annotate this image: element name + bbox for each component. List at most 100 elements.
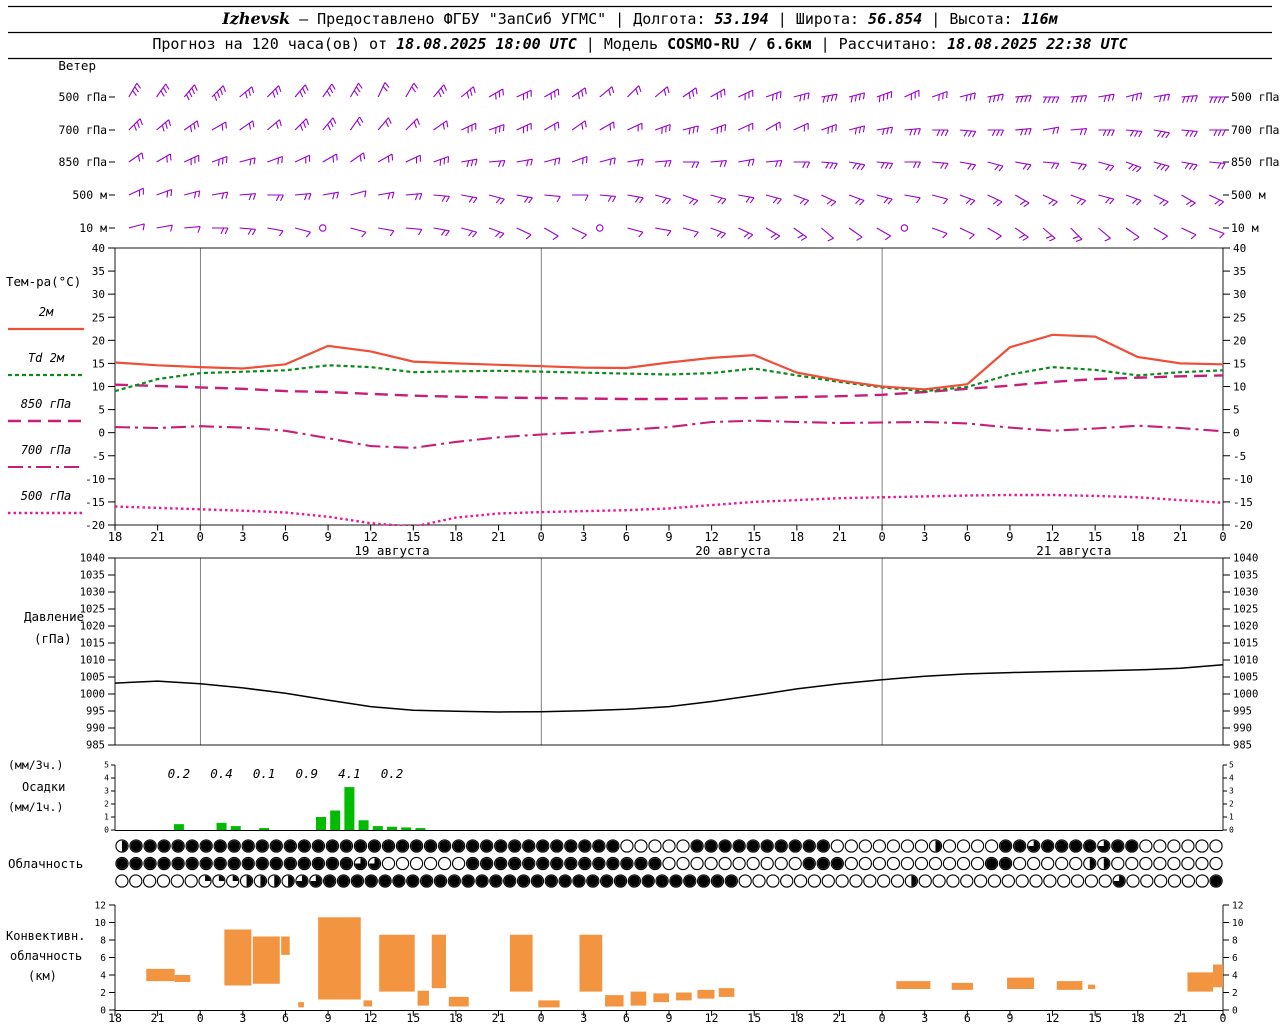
wind-barb-feather <box>806 161 811 169</box>
cloud-cover-icon <box>1057 874 1071 888</box>
wind-barb-feather <box>219 88 224 95</box>
cloud-cover-fill <box>338 875 349 887</box>
wind-barb-feather <box>1024 95 1028 103</box>
legend-label: 2м <box>39 305 54 319</box>
cloud-cover-fill <box>691 840 703 852</box>
precip-bar <box>358 820 369 830</box>
hour-label: 6 <box>964 1011 971 1024</box>
wind-barb-feather <box>942 92 944 100</box>
wind-barb-feather <box>389 230 395 237</box>
wind-barb-feather <box>132 90 137 97</box>
wind-barb-icon <box>1070 95 1087 98</box>
wind-barb-feather <box>336 192 340 199</box>
wind-barb-feather <box>1217 96 1222 104</box>
cloud-cover-fill <box>296 875 308 887</box>
wind-barb-feather <box>779 91 782 99</box>
cloud-cover-icon <box>766 874 780 888</box>
wind-barb-feather <box>743 232 750 238</box>
header-segment: COSMO-RU / 6.6км <box>667 35 812 53</box>
cloud-cover-fill <box>481 840 493 852</box>
wind-barb-feather <box>302 87 306 95</box>
cloud-cover-icon <box>1069 856 1083 871</box>
cloud-cover-fill <box>467 858 479 869</box>
wind-barb-feather <box>305 118 310 125</box>
cloud-cover-icon <box>1167 856 1181 871</box>
cloud-cover-icon <box>872 839 887 853</box>
wind-barb-icon <box>156 83 167 98</box>
cloud-cover-fill <box>312 858 324 869</box>
wind-barb-feather <box>720 91 722 98</box>
cloud-cover-fill <box>649 858 661 869</box>
cloud-cover-fill <box>1000 858 1012 869</box>
wind-barb-feather <box>445 196 450 203</box>
tick-label: -15 <box>1233 496 1253 509</box>
wind-barb-feather <box>196 120 200 128</box>
wind-barb-icon <box>1098 93 1115 98</box>
wind-barb-feather <box>944 129 949 137</box>
cloud-cover-fill <box>495 858 507 869</box>
wind-barb-feather <box>498 125 501 133</box>
hour-label: 6 <box>623 530 630 544</box>
cloud-cover-fill <box>144 858 156 869</box>
cloud-cover-fill <box>298 840 310 852</box>
hour-label: 21 <box>833 1011 847 1024</box>
header-segment: Izhevsk <box>222 9 291 28</box>
convective-bar <box>697 989 715 999</box>
wind-barb-feather <box>992 199 999 205</box>
tick-label: 8 <box>1232 936 1238 947</box>
cloud-cover-icon <box>1195 856 1209 871</box>
cloud-cover-icon <box>872 856 887 871</box>
wind-barb-feather <box>304 84 309 91</box>
wind-barb-feather <box>275 88 279 95</box>
wind-barb-icon <box>211 121 227 131</box>
wind-barb-feather <box>584 194 589 202</box>
wind-barb-feather <box>1102 129 1107 137</box>
cloud-cover-fill <box>1098 840 1110 852</box>
wind-barb-feather <box>194 84 198 91</box>
wind-barb-icon <box>516 227 532 236</box>
wind-barb-feather <box>799 94 802 102</box>
hour-label: 12 <box>364 1011 378 1024</box>
wind-barb-feather <box>472 231 478 238</box>
wind-barb-icon <box>433 227 450 232</box>
wind-barb-icon <box>932 161 949 164</box>
wind-barb-feather <box>185 94 190 101</box>
convective-bar <box>252 936 280 984</box>
hour-label: 15 <box>747 530 761 544</box>
cloud-cover-fill <box>1014 840 1026 852</box>
tick-label: 1010 <box>1233 655 1258 667</box>
wind-barb-icon <box>377 153 393 163</box>
wind-barb-feather <box>332 156 335 163</box>
wind-barb-feather <box>969 200 976 206</box>
cloud-cover-fill <box>200 858 212 869</box>
convective-bar <box>1056 981 1083 990</box>
wind-barb-feather <box>528 197 533 204</box>
wind-barb-feather <box>717 197 723 204</box>
tick-label: 35 <box>1233 265 1246 278</box>
convective-bar <box>630 991 647 1006</box>
wind-barb-icon <box>1153 227 1168 237</box>
wind-barb-feather <box>693 231 699 238</box>
wind-barb-feather <box>890 91 893 99</box>
cloud-cover-fill <box>733 840 745 852</box>
tick-label: 3 <box>1229 787 1234 796</box>
convective-bar <box>379 934 415 992</box>
wind-barb-icon <box>904 194 921 199</box>
wind-barb-feather <box>468 196 474 203</box>
cloud-cover-fill <box>817 840 829 852</box>
hour-label: 3 <box>921 530 928 544</box>
wind-barb-feather <box>830 201 837 207</box>
wind-barb-feather <box>336 153 338 161</box>
cloud-cover-icon <box>858 856 873 871</box>
wind-barb-feather <box>308 193 312 200</box>
wind-barb-feather <box>917 161 921 169</box>
date-label: 20 августа <box>695 543 770 558</box>
wind-barb-feather <box>497 160 502 168</box>
hour-label: 9 <box>1006 1011 1013 1024</box>
wind-barb-feather <box>1083 128 1088 135</box>
wind-barb-icon <box>266 85 280 98</box>
wind-barb-feather <box>437 90 442 98</box>
cloud-cover-icon <box>451 856 466 871</box>
tick-label: -10 <box>85 473 105 486</box>
wind-barb-icon <box>599 86 613 98</box>
